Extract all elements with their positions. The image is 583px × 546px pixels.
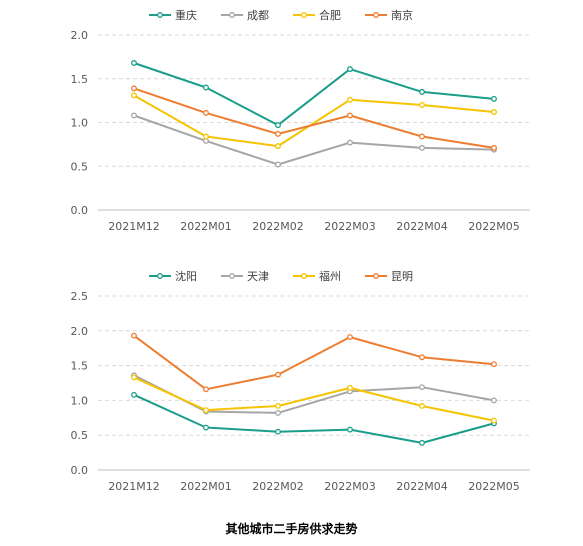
data-point bbox=[419, 384, 425, 391]
legend-marker bbox=[229, 273, 235, 279]
legend-label: 昆明 bbox=[391, 270, 413, 283]
data-point bbox=[275, 403, 281, 409]
data-point bbox=[275, 428, 281, 435]
data-point bbox=[203, 84, 209, 91]
series-line-成都 bbox=[133, 114, 495, 166]
legend-label: 福州 bbox=[319, 269, 341, 283]
y-tick-label: 0.5 bbox=[71, 160, 89, 173]
legend-label: 成都 bbox=[247, 9, 269, 22]
data-point bbox=[419, 354, 425, 361]
data-point bbox=[347, 139, 353, 146]
x-tick-label: 2022M03 bbox=[324, 480, 375, 493]
legend-marker bbox=[373, 273, 379, 279]
data-point bbox=[275, 371, 281, 378]
data-point bbox=[347, 112, 353, 119]
legend-marker bbox=[157, 12, 163, 18]
data-point bbox=[275, 161, 281, 168]
data-point bbox=[203, 109, 209, 116]
y-tick-label: 0.0 bbox=[71, 464, 89, 477]
series-line-福州 bbox=[133, 376, 495, 422]
data-point bbox=[131, 60, 137, 66]
data-point bbox=[491, 109, 497, 115]
data-point bbox=[491, 397, 497, 404]
data-point bbox=[203, 407, 209, 414]
data-point bbox=[347, 384, 353, 391]
legend-label: 重庆 bbox=[175, 8, 197, 22]
data-point bbox=[131, 85, 137, 92]
y-tick-label: 0.5 bbox=[71, 429, 89, 442]
x-tick-label: 2022M02 bbox=[252, 480, 303, 493]
y-tick-label: 2.5 bbox=[71, 290, 89, 303]
legend-marker bbox=[301, 273, 307, 279]
data-point bbox=[491, 417, 497, 424]
data-point bbox=[131, 92, 137, 99]
series-line-沈阳 bbox=[133, 393, 495, 444]
data-point bbox=[419, 133, 425, 140]
data-point bbox=[275, 122, 281, 129]
y-tick-label: 1.0 bbox=[71, 117, 89, 130]
legend-marker bbox=[301, 12, 307, 18]
data-point bbox=[491, 361, 497, 368]
data-point bbox=[419, 102, 425, 108]
legend-marker bbox=[373, 12, 379, 18]
data-point bbox=[347, 426, 353, 433]
data-point bbox=[203, 133, 209, 140]
data-point bbox=[131, 112, 137, 119]
data-point bbox=[203, 424, 209, 431]
x-tick-label: 2022M05 bbox=[468, 480, 519, 493]
chart-top: 0.0 0.5 1.0 1.5 2.0 2021M12 2022M01 2022M02 2022… bbox=[71, 8, 530, 233]
data-point bbox=[419, 439, 425, 446]
legend-label: 沈阳 bbox=[175, 269, 197, 283]
data-point bbox=[203, 386, 209, 393]
y-tick-label: 2.0 bbox=[71, 29, 89, 42]
data-point bbox=[275, 409, 281, 416]
series-line-合肥 bbox=[133, 94, 495, 148]
data-point bbox=[491, 144, 497, 151]
legend-label: 天津 bbox=[247, 270, 269, 283]
x-tick-label: 2022M04 bbox=[396, 480, 447, 493]
x-tick-label: 2022M01 bbox=[180, 480, 231, 493]
y-tick-label: 1.0 bbox=[71, 394, 89, 407]
series-line-天津 bbox=[133, 374, 495, 414]
data-point bbox=[491, 95, 497, 102]
x-tick-label: 2021M12 bbox=[108, 220, 159, 233]
data-point bbox=[347, 96, 353, 103]
data-point bbox=[131, 391, 137, 398]
series-line-重庆 bbox=[133, 62, 495, 127]
data-point bbox=[419, 403, 425, 409]
data-point bbox=[347, 66, 353, 73]
y-tick-label: 1.5 bbox=[71, 360, 89, 373]
legend-marker bbox=[229, 12, 235, 18]
legend-label: 合肥 bbox=[319, 8, 341, 22]
chart-bottom: 0.0 0.5 1.0 1.5 2.0 2.5 2021M12 2022M01 2022M02 2… bbox=[71, 269, 530, 493]
data-point bbox=[347, 334, 353, 341]
data-point bbox=[131, 332, 137, 339]
data-point bbox=[419, 144, 425, 151]
legend-marker bbox=[157, 273, 163, 279]
x-tick-label: 2022M04 bbox=[396, 220, 447, 233]
y-tick-label: 0.0 bbox=[71, 204, 89, 217]
data-point bbox=[419, 88, 425, 95]
x-tick-label: 2022M01 bbox=[180, 220, 231, 233]
data-point bbox=[131, 374, 137, 381]
x-tick-label: 2022M03 bbox=[324, 220, 375, 233]
y-tick-label: 1.5 bbox=[71, 73, 89, 86]
legend-label: 南京 bbox=[391, 8, 413, 22]
series-line-昆明 bbox=[133, 334, 495, 391]
data-point bbox=[275, 130, 281, 137]
y-tick-label: 2.0 bbox=[71, 325, 89, 338]
x-tick-label: 2022M02 bbox=[252, 220, 303, 233]
figure-caption: 其他城市二手房供求走势 bbox=[225, 522, 358, 536]
data-point bbox=[275, 143, 281, 150]
x-tick-label: 2022M05 bbox=[468, 220, 519, 233]
x-tick-label: 2021M12 bbox=[108, 480, 159, 493]
series-line-南京 bbox=[133, 87, 495, 149]
